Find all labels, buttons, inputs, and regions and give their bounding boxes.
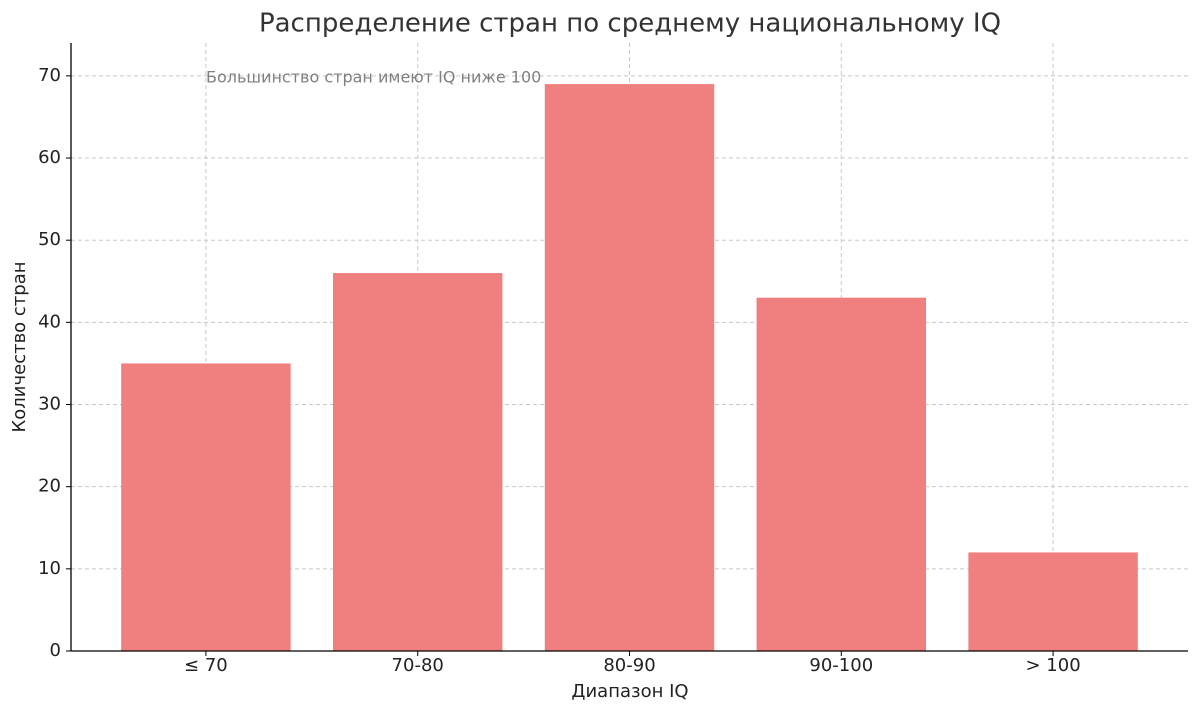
- x-tick-label: > 100: [1026, 655, 1081, 676]
- bar: [121, 363, 291, 651]
- x-tick-label: 90-100: [809, 655, 873, 676]
- y-tick-label: 30: [38, 394, 61, 415]
- y-axis-label: Количество стран: [9, 261, 30, 432]
- annotation: Большинство стран имеют IQ ниже 100: [206, 68, 541, 87]
- y-tick-label: 70: [38, 65, 61, 86]
- bar: [544, 84, 715, 652]
- x-tick-label: ≤ 70: [184, 655, 228, 676]
- bar: [968, 552, 1138, 651]
- chart-title: Распределение стран по среднему национал…: [259, 9, 1001, 39]
- x-tick-label: 70-80: [392, 655, 444, 676]
- bar: [332, 273, 503, 651]
- y-tick-label: 20: [38, 476, 61, 497]
- x-axis-label: Диапазон IQ: [571, 681, 688, 702]
- y-tick-label: 50: [38, 229, 61, 250]
- bar: [756, 297, 927, 651]
- y-tick-label: 40: [38, 311, 61, 332]
- x-tick-label: 80-90: [603, 655, 655, 676]
- bars: [121, 84, 1138, 652]
- y-tick-label: 0: [50, 640, 61, 661]
- y-tick-label: 60: [38, 147, 61, 168]
- y-tick-label: 10: [38, 558, 61, 579]
